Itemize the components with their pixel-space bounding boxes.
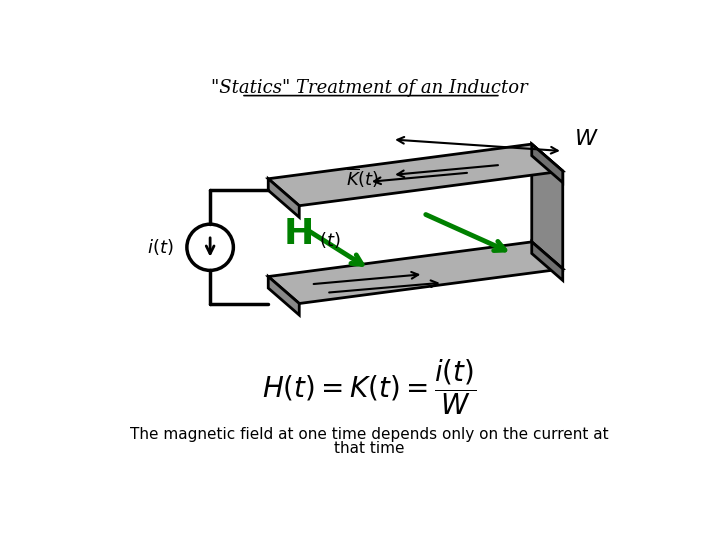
Text: $i(t)$: $i(t)$	[147, 237, 174, 257]
Polygon shape	[269, 179, 300, 217]
Polygon shape	[269, 276, 300, 315]
Text: "Statics" Treatment of an Inductor: "Statics" Treatment of an Inductor	[211, 79, 527, 97]
Polygon shape	[532, 242, 563, 280]
Text: The magnetic field at one time depends only on the current at: The magnetic field at one time depends o…	[130, 427, 608, 442]
Polygon shape	[532, 144, 563, 269]
Polygon shape	[269, 242, 563, 303]
Polygon shape	[269, 144, 563, 206]
Text: $\mathbf{H}$: $\mathbf{H}$	[283, 217, 312, 251]
Text: $\overline{K}(t)$: $\overline{K}(t)$	[346, 167, 379, 191]
Polygon shape	[532, 144, 563, 183]
Text: $W$: $W$	[575, 129, 599, 151]
Text: that time: that time	[334, 441, 404, 456]
Text: $(t)$: $(t)$	[319, 230, 340, 249]
Text: $H(t) = K(t) = \dfrac{i(t)}{W}$: $H(t) = K(t) = \dfrac{i(t)}{W}$	[262, 357, 476, 416]
